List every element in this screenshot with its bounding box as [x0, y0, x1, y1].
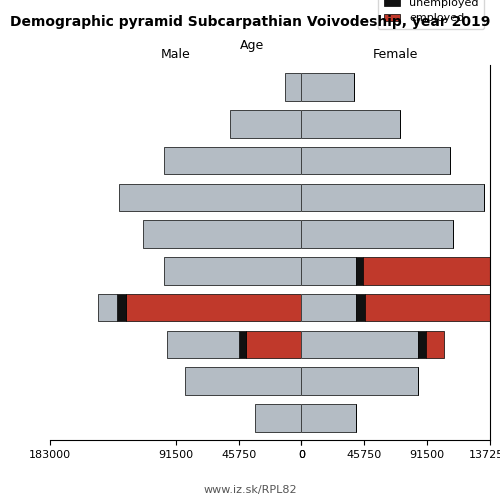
- Text: Age: Age: [240, 40, 264, 52]
- Text: 75: 75: [306, 119, 320, 129]
- Bar: [254, 404, 302, 431]
- Bar: [144, 220, 302, 248]
- Legend: inactive, unemployed, employed: inactive, unemployed, employed: [378, 0, 484, 29]
- Title: Male: Male: [161, 48, 190, 61]
- Bar: [302, 184, 484, 211]
- Bar: [302, 330, 418, 358]
- Bar: [364, 294, 492, 322]
- Bar: [302, 74, 354, 101]
- Bar: [426, 330, 444, 358]
- Bar: [302, 147, 450, 174]
- Bar: [302, 220, 452, 248]
- Bar: [356, 294, 364, 322]
- Bar: [302, 404, 356, 431]
- Text: 5: 5: [306, 376, 312, 386]
- Bar: [98, 294, 117, 322]
- Bar: [126, 294, 302, 322]
- Text: 55: 55: [306, 192, 320, 202]
- Text: 65: 65: [306, 156, 320, 166]
- Text: 15: 15: [306, 340, 320, 349]
- Bar: [302, 257, 356, 284]
- Bar: [164, 257, 302, 284]
- Text: 35: 35: [306, 266, 320, 276]
- Text: Demographic pyramid Subcarpathian Voivodeship, year 2019: Demographic pyramid Subcarpathian Voivod…: [10, 15, 490, 29]
- Bar: [239, 330, 246, 358]
- Bar: [118, 184, 302, 211]
- Bar: [302, 294, 356, 322]
- Bar: [184, 368, 302, 395]
- Bar: [302, 110, 400, 138]
- Bar: [356, 257, 364, 284]
- Text: 85: 85: [306, 82, 320, 92]
- Bar: [168, 330, 239, 358]
- Bar: [230, 110, 302, 138]
- Bar: [364, 257, 491, 284]
- Bar: [418, 330, 426, 358]
- Text: 0: 0: [306, 413, 312, 423]
- Bar: [285, 74, 302, 101]
- Bar: [164, 147, 302, 174]
- Title: Female: Female: [373, 48, 418, 61]
- Text: 45: 45: [306, 229, 320, 239]
- Text: 25: 25: [306, 302, 320, 312]
- Text: www.iz.sk/RPL82: www.iz.sk/RPL82: [203, 485, 297, 495]
- Bar: [302, 368, 418, 395]
- Bar: [246, 330, 302, 358]
- Bar: [118, 294, 126, 322]
